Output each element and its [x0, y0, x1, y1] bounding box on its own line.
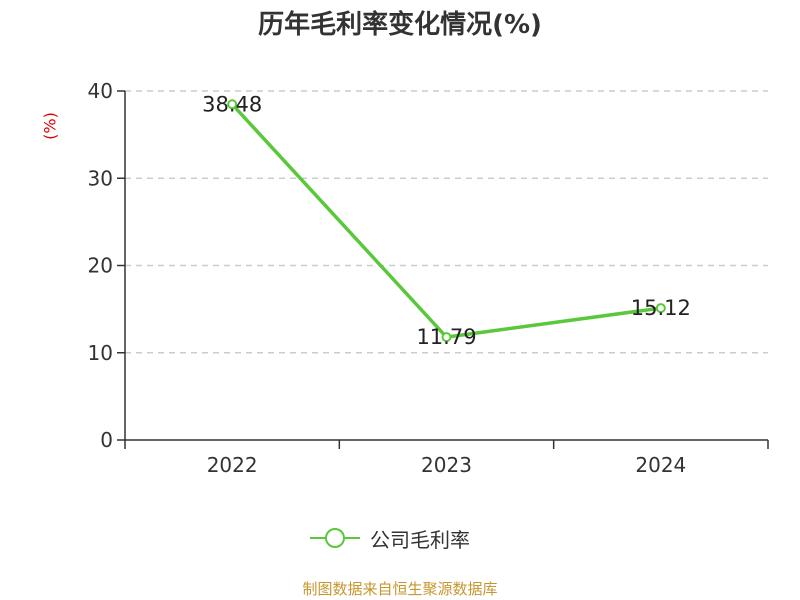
y-tick-label: 30 — [88, 166, 113, 190]
data-point — [227, 99, 238, 110]
data-point — [655, 303, 666, 314]
x-tick-label: 2023 — [421, 453, 472, 477]
x-tick-label: 2024 — [635, 453, 686, 477]
x-tick-label: 2022 — [207, 453, 258, 477]
y-tick-label: 40 — [88, 79, 113, 103]
data-label: 15.12 — [631, 296, 691, 320]
y-tick-label: 0 — [100, 428, 113, 452]
grid-lines — [125, 90, 768, 354]
source-note: 制图数据来自恒生聚源数据库 — [302, 580, 498, 598]
legend[interactable]: 公司毛利率 — [310, 521, 470, 555]
data-point — [441, 332, 452, 343]
data-label: 11.79 — [416, 325, 476, 349]
axes: 0 10 20 30 40 2022 2023 2024 — [88, 79, 769, 477]
y-tick-label: 10 — [88, 341, 113, 365]
data-label: 38.48 — [202, 92, 262, 116]
legend-label: 公司毛利率 — [370, 527, 470, 552]
series-line — [230, 103, 662, 339]
y-tick-label: 20 — [88, 254, 113, 278]
legend-line-marker-icon — [310, 528, 360, 548]
data-labels: 38.48 11.79 15.12 — [202, 92, 691, 349]
series-layer — [227, 99, 666, 343]
chart-title: 历年毛利率变化情况(%) — [258, 10, 542, 40]
